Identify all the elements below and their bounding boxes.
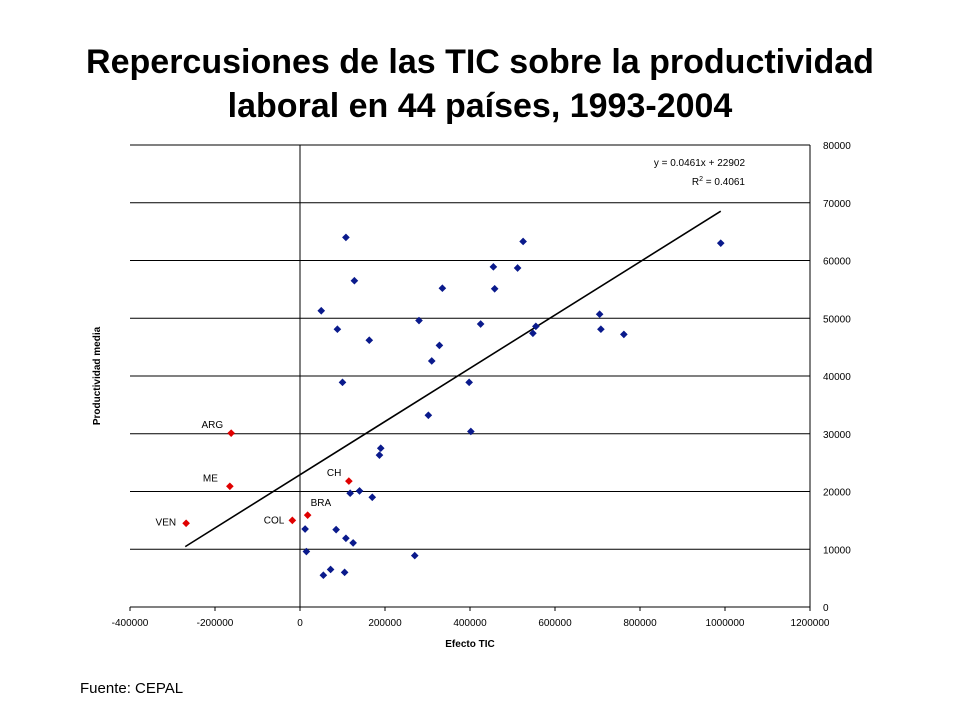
- data-point: [342, 534, 350, 543]
- data-point: [465, 378, 473, 387]
- trendline: [184, 210, 722, 548]
- data-point: [427, 357, 436, 365]
- x-tick-label: 1000000: [706, 618, 745, 629]
- source-note: Fuente: CEPAL: [80, 680, 184, 697]
- x-tick-label: 1200000: [791, 618, 830, 629]
- point-label: ME: [203, 473, 218, 484]
- data-point: [490, 284, 499, 293]
- point-label: BRA: [311, 498, 332, 509]
- data-point: [349, 539, 357, 547]
- data-point: [595, 310, 604, 319]
- x-tick-label: 0: [297, 618, 303, 629]
- y-tick-label: 30000: [823, 430, 851, 441]
- point-label: COL: [264, 515, 285, 526]
- data-point: [435, 341, 444, 350]
- y-tick-label: 80000: [823, 141, 851, 152]
- x-tick-label: 600000: [538, 618, 572, 629]
- data-point: [338, 378, 347, 387]
- x-axis-title: Efecto TIC: [445, 639, 494, 650]
- data-point: [410, 551, 419, 560]
- data-point: [302, 547, 311, 556]
- y-tick-label: 50000: [823, 314, 851, 325]
- data-point: [301, 525, 309, 533]
- y-tick-label: 60000: [823, 257, 851, 268]
- data-point: [376, 444, 385, 453]
- data-point: [365, 336, 374, 345]
- data-point: [375, 451, 384, 459]
- y-tick-label: 10000: [823, 545, 851, 556]
- point-label: CH: [327, 468, 341, 479]
- data-point: [368, 493, 377, 502]
- trendline-equation: y = 0.0461x + 22902: [654, 158, 746, 169]
- data-point: [716, 239, 725, 247]
- x-tick-label: -200000: [197, 618, 234, 629]
- data-point: [415, 316, 423, 325]
- data-point: [424, 411, 433, 420]
- x-tick-label: 400000: [453, 618, 487, 629]
- y-tick-label: 40000: [823, 372, 851, 383]
- y-tick-label: 70000: [823, 199, 851, 210]
- x-tick-label: 800000: [623, 618, 657, 629]
- data-point: [489, 263, 498, 271]
- data-point: [317, 306, 326, 315]
- data-point: [529, 329, 537, 338]
- highlight-point: [303, 511, 312, 520]
- y-tick-label: 20000: [823, 488, 851, 499]
- data-point: [519, 237, 527, 246]
- data-point: [333, 325, 342, 334]
- data-point: [532, 322, 540, 331]
- chart-title-line-1: Repercusiones de las TIC sobre la produc…: [86, 43, 874, 81]
- data-point: [342, 233, 350, 242]
- data-point: [332, 525, 340, 534]
- data-point: [620, 330, 628, 339]
- trendline-r-squared: R2 = 0.4061: [692, 176, 746, 188]
- highlight-point: [345, 477, 353, 485]
- data-point: [340, 568, 349, 577]
- highlight-point: [227, 429, 235, 437]
- data-point: [438, 284, 447, 293]
- point-label: ARG: [201, 420, 223, 431]
- x-tick-label: 200000: [368, 618, 402, 629]
- data-point: [350, 276, 359, 285]
- highlight-point: [226, 482, 234, 491]
- highlight-point: [182, 519, 190, 528]
- data-point: [319, 571, 328, 580]
- data-point: [467, 427, 475, 436]
- data-point: [597, 325, 605, 334]
- chart-title-line-2: laboral en 44 países, 1993-2004: [227, 87, 733, 125]
- chart-title: Repercusiones de las TIC sobre la produc…: [0, 40, 960, 128]
- y-axis-title: Productividad media: [92, 326, 103, 425]
- highlight-point: [288, 516, 297, 525]
- data-point: [513, 264, 522, 272]
- data-point: [476, 320, 485, 328]
- y-tick-label: 0: [823, 603, 829, 614]
- point-label: VEN: [156, 517, 177, 528]
- data-point: [346, 489, 354, 498]
- x-tick-label: -400000: [112, 618, 149, 629]
- data-point: [326, 565, 335, 574]
- data-point: [355, 487, 364, 495]
